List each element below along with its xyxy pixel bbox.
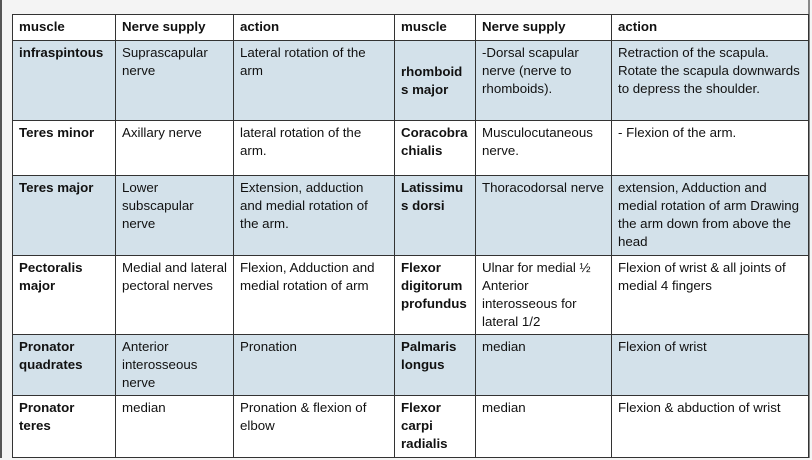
table-cell: Suprascapular nerve [115, 40, 234, 121]
muscle-table: muscle Nerve supply action muscle Nerve supp… [12, 14, 809, 458]
table-cell: Lateral rotation of the arm [233, 40, 395, 121]
table-cell: infraspintous [12, 40, 116, 121]
table-cell: Musculocutaneous nerve. [475, 120, 612, 176]
table-cell: Flexion, Adduction and medial rotation o… [233, 255, 395, 335]
table-cell: Flexion of wrist [611, 334, 809, 396]
table-cell: Flexion & abduction of wrist [611, 395, 809, 458]
table-cell: - Flexion of the arm. [611, 120, 809, 176]
header-row: muscle Nerve supply action muscle Nerve supp… [12, 14, 809, 41]
table-row: Pronator teres median Pronation & flexion … [12, 395, 809, 458]
header-cell: muscle [394, 14, 476, 41]
table-row: Teres major Lower subscapular nerve Extens… [12, 175, 809, 256]
table-cell: Flexor digitorum profundus [394, 255, 476, 335]
table-cell: median [475, 334, 612, 396]
table-cell: Pronation & flexion of elbow [233, 395, 395, 458]
table-cell: -Dorsal scapular nerve (nerve to rhomboi… [475, 40, 612, 121]
table-cell: rhomboids major [394, 40, 476, 121]
table-cell: Flexor carpi radialis [394, 395, 476, 458]
table-cell: Pectoralis major [12, 255, 116, 335]
table-row: Teres minor Axillary nerve lateral rotatio… [12, 120, 809, 176]
table-cell: Pronator teres [12, 395, 116, 458]
header-cell: Nerve supply [115, 14, 234, 41]
header-cell: action [611, 14, 809, 41]
table-cell: Latissimus dorsi [394, 175, 476, 256]
table-cell: Flexion of wrist & all joints of medial … [611, 255, 809, 335]
header-cell: action [233, 14, 395, 41]
table-row: infraspintous Suprascapular nerve Lateral … [12, 40, 809, 121]
table-cell: median [115, 395, 234, 458]
table-cell: Coracobrachialis [394, 120, 476, 176]
table-cell: Teres major [12, 175, 116, 256]
table-cell: Palmaris longus [394, 334, 476, 396]
table-cell: Pronation [233, 334, 395, 396]
table-cell: Pronator quadrates [12, 334, 116, 396]
table-cell: lateral rotation of the arm. [233, 120, 395, 176]
table-cell: Lower subscapular nerve [115, 175, 234, 256]
table-cell: Axillary nerve [115, 120, 234, 176]
header-cell: Nerve supply [475, 14, 612, 41]
table-row: Pectoralis major Medial and lateral pecto… [12, 255, 809, 335]
table-cell: Teres minor [12, 120, 116, 176]
table-row: Pronator quadrates Anterior interosseous … [12, 334, 809, 396]
table-cell: extension, Adduction and medial rotation… [611, 175, 809, 256]
table-cell: Ulnar for medial ½ Anterior interosseous… [475, 255, 612, 335]
header-cell: muscle [12, 14, 116, 41]
table-body: infraspintous Suprascapular nerve Lateral … [12, 40, 809, 458]
table-cell: Extension, adduction and medial rotation… [233, 175, 395, 256]
table-cell: Anterior interosseous nerve [115, 334, 234, 396]
table-cell: Retraction of the scapula. Rotate the sc… [611, 40, 809, 121]
table-cell: Thoracodorsal nerve [475, 175, 612, 256]
table-cell: median [475, 395, 612, 458]
table-cell: Medial and lateral pectoral nerves [115, 255, 234, 335]
